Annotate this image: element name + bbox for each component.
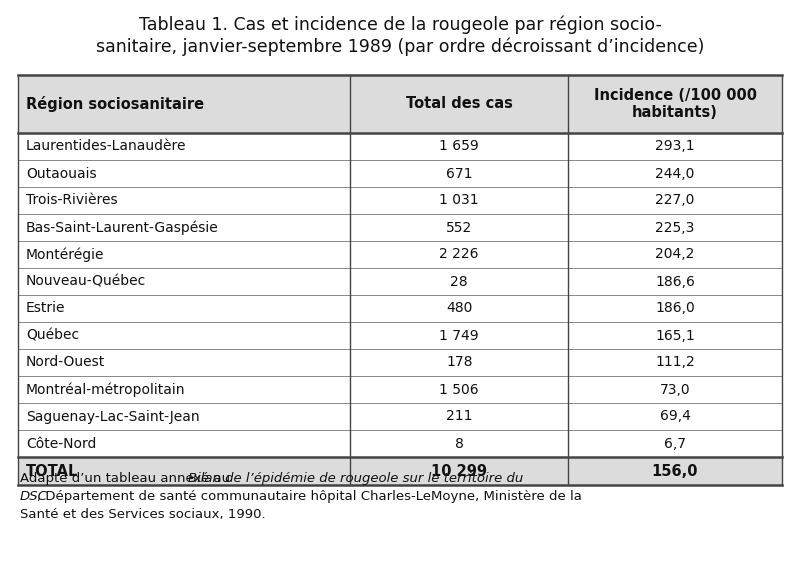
Bar: [18, 214, 782, 241]
Text: Laurentides-Lanaudère: Laurentides-Lanaudère: [26, 139, 186, 154]
Bar: [18, 268, 782, 295]
Text: 293,1: 293,1: [655, 139, 695, 154]
Text: 1 659: 1 659: [439, 139, 479, 154]
Text: Côte-Nord: Côte-Nord: [26, 437, 96, 450]
Text: 227,0: 227,0: [655, 194, 694, 207]
Text: Total des cas: Total des cas: [406, 96, 513, 112]
Text: Nouveau-Québec: Nouveau-Québec: [26, 274, 146, 288]
Bar: [18, 376, 782, 403]
Text: 1 749: 1 749: [439, 328, 479, 343]
Text: Estrie: Estrie: [26, 301, 66, 316]
Text: DSC: DSC: [20, 490, 48, 503]
Bar: [18, 322, 782, 349]
Text: 225,3: 225,3: [655, 221, 694, 234]
Text: Montréal-métropolitain: Montréal-métropolitain: [26, 382, 186, 397]
Text: 671: 671: [446, 167, 473, 180]
Text: 73,0: 73,0: [660, 383, 690, 397]
Bar: [18, 241, 782, 268]
Text: Région sociosanitaire: Région sociosanitaire: [26, 96, 204, 112]
Bar: [18, 75, 782, 133]
Text: 186,0: 186,0: [655, 301, 695, 316]
Bar: [18, 457, 782, 485]
Text: 204,2: 204,2: [655, 248, 694, 261]
Text: 10 299: 10 299: [431, 464, 487, 478]
Text: Québec: Québec: [26, 328, 79, 343]
Text: 1 506: 1 506: [439, 383, 479, 397]
Text: TOTAL: TOTAL: [26, 464, 78, 478]
Text: 178: 178: [446, 355, 473, 370]
Bar: [18, 430, 782, 457]
Text: 552: 552: [446, 221, 472, 234]
Text: Bilan de l’épidémie de rougeole sur le territoire du: Bilan de l’épidémie de rougeole sur le t…: [188, 472, 523, 485]
Text: 111,2: 111,2: [655, 355, 695, 370]
Text: Saguenay-Lac-Saint-Jean: Saguenay-Lac-Saint-Jean: [26, 410, 200, 423]
Text: 69,4: 69,4: [660, 410, 690, 423]
Bar: [18, 403, 782, 430]
Text: 6,7: 6,7: [664, 437, 686, 450]
Text: Adapté d’un tableau annexé au: Adapté d’un tableau annexé au: [20, 472, 234, 485]
Text: 28: 28: [450, 274, 468, 288]
Text: Nord-Ouest: Nord-Ouest: [26, 355, 106, 370]
Bar: [18, 160, 782, 187]
Text: 211: 211: [446, 410, 473, 423]
Text: 156,0: 156,0: [652, 464, 698, 478]
Bar: [18, 133, 782, 160]
Text: 480: 480: [446, 301, 472, 316]
Text: Incidence (/100 000
habitants): Incidence (/100 000 habitants): [594, 88, 757, 120]
Text: sanitaire, janvier-septembre 1989 (par ordre décroissant d’incidence): sanitaire, janvier-septembre 1989 (par o…: [96, 38, 704, 57]
Text: Montérégie: Montérégie: [26, 248, 105, 262]
Bar: [18, 187, 782, 214]
Text: 1 031: 1 031: [439, 194, 479, 207]
Text: , Département de santé communautaire hôpital Charles-LeMoyne, Ministère de la: , Département de santé communautaire hôp…: [37, 490, 582, 503]
Bar: [18, 349, 782, 376]
Text: Trois-Rivières: Trois-Rivières: [26, 194, 118, 207]
Text: 244,0: 244,0: [655, 167, 694, 180]
Text: 8: 8: [454, 437, 464, 450]
Bar: [18, 295, 782, 322]
Text: 165,1: 165,1: [655, 328, 695, 343]
Text: Outaouais: Outaouais: [26, 167, 97, 180]
Text: 2 226: 2 226: [439, 248, 479, 261]
Text: Tableau 1. Cas et incidence de la rougeole par région socio-: Tableau 1. Cas et incidence de la rougeo…: [138, 16, 662, 34]
Text: Santé et des Services sociaux, 1990.: Santé et des Services sociaux, 1990.: [20, 508, 266, 521]
Text: Bas-Saint-Laurent-Gaspésie: Bas-Saint-Laurent-Gaspésie: [26, 220, 218, 235]
Text: 186,6: 186,6: [655, 274, 695, 288]
